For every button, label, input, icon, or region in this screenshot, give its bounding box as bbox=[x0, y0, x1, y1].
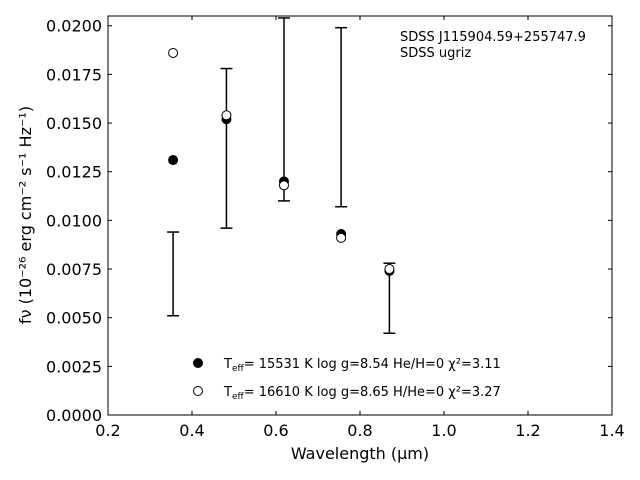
y-tick-label: 0.0100 bbox=[46, 211, 102, 230]
x-tick-label: 1.0 bbox=[431, 421, 456, 440]
legend-marker-filled bbox=[193, 358, 203, 368]
x-tick-label: 1.4 bbox=[599, 421, 624, 440]
x-tick-label: 0.8 bbox=[347, 421, 372, 440]
y-tick-label: 0.0175 bbox=[46, 65, 102, 84]
annotation-object-name: SDSS J115904.59+255747.9 bbox=[400, 30, 586, 45]
model-point-open bbox=[168, 47, 179, 58]
plot-frame bbox=[107, 15, 613, 416]
x-tick-label: 0.4 bbox=[179, 421, 204, 440]
x-tick-label: 0.6 bbox=[263, 421, 288, 440]
model-point-open bbox=[336, 232, 347, 243]
error-bar bbox=[277, 17, 290, 202]
legend-entry-1: Teff= 15531 K log g=8.54 He/H=0 χ²=3.11 bbox=[223, 357, 501, 374]
x-axis-title: Wavelength (μm) bbox=[291, 444, 429, 463]
model-point-open bbox=[384, 264, 395, 275]
y-tick-label: 0.0050 bbox=[46, 309, 102, 328]
data-points bbox=[168, 47, 395, 276]
model-point-open bbox=[278, 180, 289, 191]
y-tick-label: 0.0075 bbox=[46, 260, 102, 279]
legend-entry-2: Teff= 16610 K log g=8.65 H/He=0 χ²=3.27 bbox=[223, 385, 501, 402]
x-tick-label: 1.2 bbox=[515, 421, 540, 440]
axis-ticks: 0.2 0.4 0.6 0.8 1.0 1.2 1.4 0.0000 0.0025 0.0050 0… bbox=[46, 16, 625, 440]
y-tick-label: 0.0000 bbox=[46, 406, 102, 425]
annotation-photometry: SDSS ugriz bbox=[400, 46, 471, 61]
y-axis-title: fν (10⁻²⁶ erg cm⁻² s⁻¹ Hz⁻¹) bbox=[16, 106, 35, 324]
model-point-open bbox=[221, 110, 232, 121]
error-bar bbox=[335, 26, 348, 208]
y-tick-label: 0.0025 bbox=[46, 357, 102, 376]
y-tick-label: 0.0150 bbox=[46, 114, 102, 133]
error-bars bbox=[167, 17, 396, 335]
model-point-filled bbox=[168, 155, 179, 166]
error-bar bbox=[220, 67, 233, 229]
legend: Teff= 15531 K log g=8.54 He/H=0 χ²=3.11 … bbox=[193, 357, 501, 402]
error-bar bbox=[167, 231, 180, 317]
y-tick-label: 0.0200 bbox=[46, 17, 102, 36]
y-tick-label: 0.0125 bbox=[46, 163, 102, 182]
x-tick-label: 0.2 bbox=[95, 421, 120, 440]
legend-marker-open bbox=[193, 386, 203, 396]
